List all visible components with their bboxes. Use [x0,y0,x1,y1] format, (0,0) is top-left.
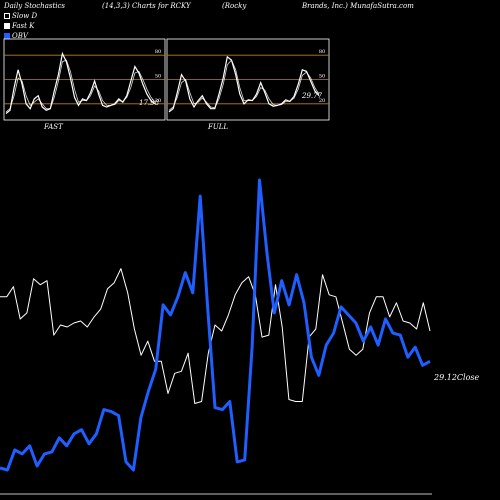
chart-header-params: (14,3,3) Charts for RCKY [102,2,191,10]
y-tick-label: 50 [155,74,161,80]
y-tick-label: 20 [319,98,325,104]
legend-label-obv: OBV [12,32,28,40]
y-tick-label: 80 [155,49,161,55]
legend-label-slow-d: Slow D [12,12,38,20]
obv-line [0,178,431,472]
fast-k-line [5,51,156,114]
full-panel: 20 50 80 29.77 [166,38,330,121]
legend-item-obv: OBV [4,31,37,41]
y-tick-label: 80 [319,49,325,55]
legend-item-fast-k: Fast K [4,21,37,31]
y-tick-label: 20 [155,98,161,104]
close-label: 29.12Close [433,373,480,382]
legend-label-fast-k: Fast K [12,22,35,30]
price-line [0,268,431,404]
last-value-label: 29.77 [301,92,323,100]
legend-swatch-fast-k [4,23,10,29]
last-value-label: 17.98 [139,99,160,107]
slow-d-line [168,59,320,111]
fast-panel-label: FAST [43,123,64,131]
slow-d-line [5,59,156,113]
y-tick-label: 50 [319,74,325,80]
legend-swatch-obv [4,33,10,39]
fast-k-line [168,55,320,113]
legend-item-slow-d: Slow D [4,11,37,21]
chart-header-left: Daily Stochastics [4,2,66,10]
full-panel-label: FULL [207,123,228,131]
chart-header-company-a: (Rocky [222,2,247,10]
fast-panel: 20 50 80 17.98 [3,38,166,121]
chart-header-company-b: Brands, Inc.) MunafaSutra.com [302,2,414,10]
legend: Slow D Fast K OBV [4,11,37,41]
legend-swatch-slow-d [4,13,10,19]
obv-price-panel [0,178,432,495]
